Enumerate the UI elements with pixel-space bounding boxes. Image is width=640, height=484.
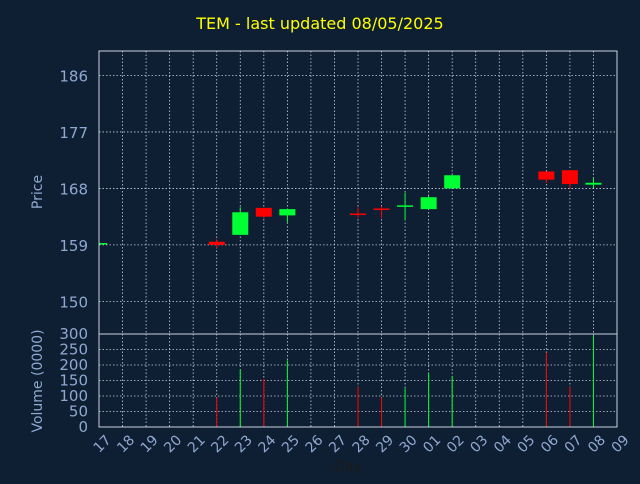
x-tick-label: 25 <box>279 432 303 456</box>
price-candles <box>98 170 602 249</box>
volume-tick-label: 50 <box>69 403 88 421</box>
candle-body <box>255 207 272 217</box>
volume-tick-label: 150 <box>59 372 88 390</box>
volume-tick-label: 250 <box>59 341 88 359</box>
volume-bars <box>216 335 594 427</box>
x-tick-label: 20 <box>161 432 185 456</box>
candle-body <box>420 197 437 210</box>
x-tick-label: 03 <box>467 432 491 456</box>
x-tick-label: 28 <box>350 432 374 456</box>
candle-body <box>279 209 296 216</box>
candle-body <box>350 213 366 216</box>
x-tick-label: 19 <box>138 432 162 456</box>
x-tick-label: 24 <box>256 432 280 456</box>
candle-body <box>585 182 602 185</box>
volume-axis-label: Volume (0000) <box>30 329 46 432</box>
price-grid <box>99 51 617 334</box>
x-tick-label: 23 <box>232 432 256 456</box>
candle-body <box>561 170 578 185</box>
x-tick-label: 07 <box>562 432 586 456</box>
x-axis-label: Day <box>334 459 362 475</box>
price-tick-label: 177 <box>59 124 88 142</box>
price-tick-label: 159 <box>59 237 88 255</box>
chart-title: TEM - last updated 08/05/2025 <box>196 14 444 33</box>
price-axis-label: Price <box>30 175 46 209</box>
x-tick-label: 02 <box>444 432 468 456</box>
x-tick-label: 01 <box>420 432 444 456</box>
candle-body <box>397 205 414 207</box>
price-tick-label: 186 <box>59 67 88 85</box>
volume-tick-label: 200 <box>59 356 88 374</box>
x-tick-label: 29 <box>373 432 397 456</box>
volume-tick-label: 0 <box>78 418 88 436</box>
x-tick-label: 18 <box>114 432 138 456</box>
candle-body <box>99 243 107 245</box>
axis-labels: Price Volume (0000) Day 17 18 19 20 21 22 23 24… <box>30 67 633 475</box>
volume-tick-label: 100 <box>59 387 88 405</box>
x-tick-label: 06 <box>538 432 562 456</box>
x-tick-label: 09 <box>609 432 633 456</box>
candle-body <box>373 208 390 211</box>
x-tick-label: 27 <box>326 432 350 456</box>
x-tick-label: 22 <box>208 432 232 456</box>
x-tick-label: 04 <box>491 432 515 456</box>
candle-body <box>538 171 555 180</box>
candle-body <box>444 175 461 189</box>
volume-panel-frame <box>98 333 618 428</box>
x-tick-label: 05 <box>515 432 539 456</box>
x-tick-label: 17 <box>91 432 115 456</box>
x-tick-label: 08 <box>585 432 609 456</box>
volume-tick-label: 300 <box>59 325 88 343</box>
x-tick-label: 26 <box>303 432 327 456</box>
candle-body <box>232 212 249 235</box>
x-tick-label: 30 <box>397 432 421 456</box>
candle-body <box>208 241 225 245</box>
panel-frames <box>98 50 618 428</box>
x-tick-label: 21 <box>185 432 209 456</box>
price-tick-label: 168 <box>59 180 88 198</box>
price-tick-label: 150 <box>59 293 88 311</box>
